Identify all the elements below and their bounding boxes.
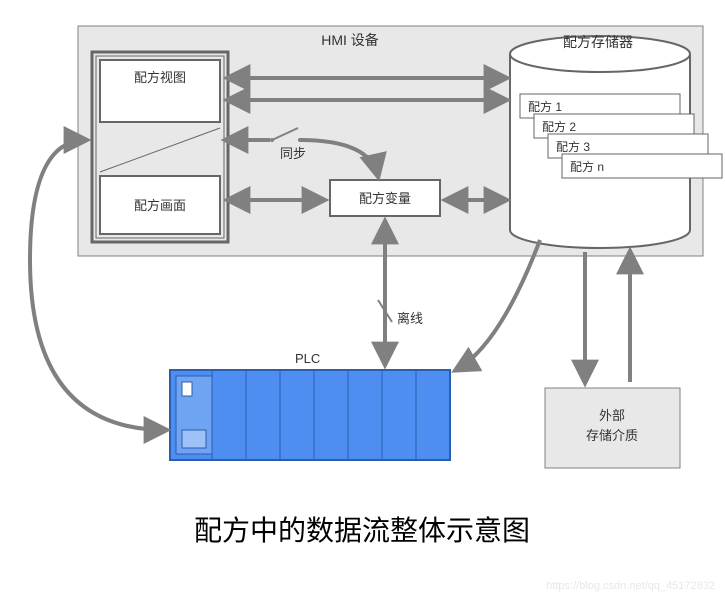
plc-label: PLC: [295, 351, 320, 366]
hmi-title: HMI 设备: [321, 32, 379, 48]
edge-storage-plc: [456, 240, 540, 370]
recipe-sheet: 配方 n: [562, 154, 722, 178]
sync-switch-dot: [270, 138, 274, 142]
recipe-view-label: 配方视图: [134, 70, 186, 85]
ext-storage-label2: 存储介质: [586, 428, 638, 443]
recipe-sheet-label: 配方 n: [570, 159, 604, 174]
recipe-sheet-label: 配方 3: [556, 139, 590, 154]
plc-device: [170, 370, 450, 460]
sync-switch-dot: [298, 138, 302, 142]
offline-switch-dot: [383, 324, 387, 328]
recipe-screen-label: 配方画面: [134, 198, 186, 213]
offline-label: 离线: [397, 311, 423, 326]
offline-switch-dot: [383, 296, 387, 300]
recipe-sheet-label: 配方 2: [542, 119, 576, 134]
sync-label: 同步: [280, 146, 306, 161]
caption: 配方中的数据流整体示意图: [194, 515, 530, 547]
storage-cylinder: 配方存储器 配方 1 配方 2 配方 3 配方 n: [510, 34, 722, 248]
storage-title: 配方存储器: [563, 34, 633, 50]
watermark: https://blog.csdn.net/qq_45172832: [546, 580, 715, 592]
ext-storage-label1: 外部: [599, 408, 625, 423]
diagram-canvas: HMI 设备 配方视图 配方画面 配方变量 配方存储器 配方 1 配方 2 配方…: [0, 0, 725, 600]
recipe-var-label: 配方变量: [359, 191, 411, 206]
recipe-sheet-label: 配方 1: [528, 99, 562, 114]
